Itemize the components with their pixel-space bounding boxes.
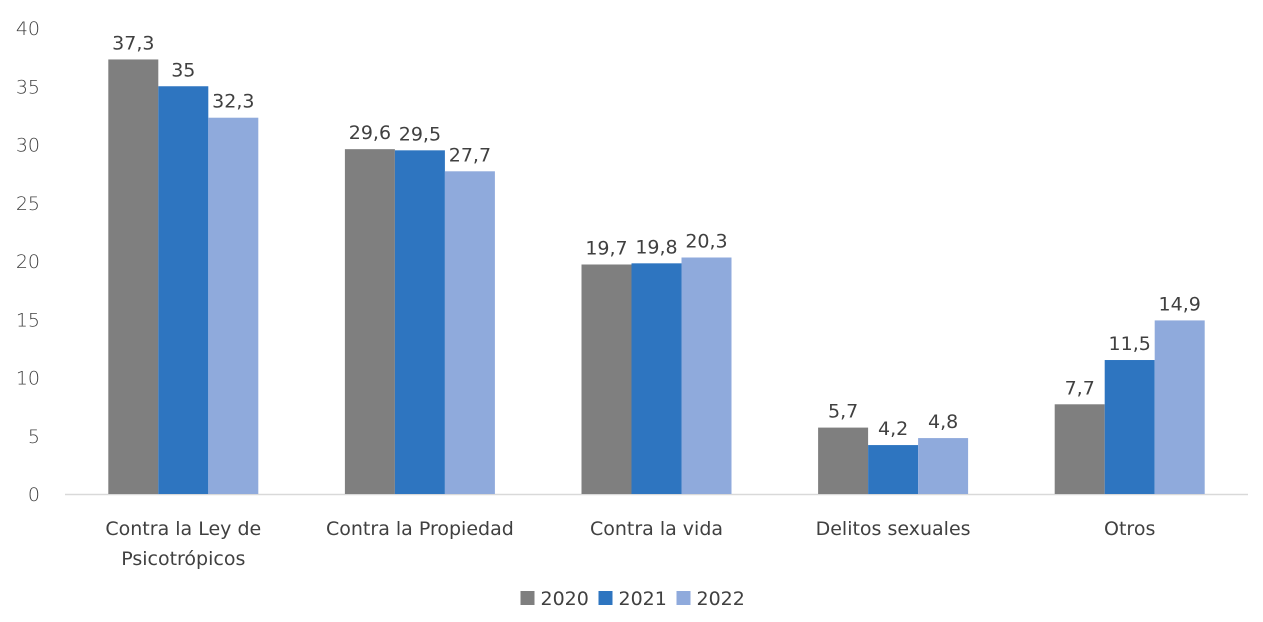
bar-2022-4 xyxy=(1154,320,1205,494)
data-label: 32,3 xyxy=(212,91,254,113)
y-tick-label: 25 xyxy=(16,193,40,215)
data-label: 14,9 xyxy=(1159,293,1201,315)
bar-2021-0 xyxy=(158,86,209,494)
legend-label: 2020 xyxy=(541,588,589,610)
bar-2020-2 xyxy=(581,264,632,494)
bar-2021-1 xyxy=(394,150,445,494)
y-axis: 0 5 10 15 20 25 30 35 40 xyxy=(16,18,40,506)
category-label: Psicotrópicos xyxy=(121,548,245,570)
legend-label: 2021 xyxy=(619,588,667,610)
data-label: 4,2 xyxy=(878,418,908,440)
category-label: Delitos sexuales xyxy=(816,518,971,540)
data-label: 5,7 xyxy=(828,401,858,423)
bar-2021-3 xyxy=(868,445,919,494)
category-label: Contra la Ley de xyxy=(105,518,261,540)
category-label: Otros xyxy=(1104,518,1155,540)
data-label: 29,5 xyxy=(399,123,441,145)
data-labels-group: 37,3 35 32,3 29,6 29,5 27,7 19,7 19,8 20,3 5,7 4,2… xyxy=(112,32,1201,440)
category-label: Contra la vida xyxy=(590,518,723,540)
data-label: 35 xyxy=(171,59,195,81)
legend-swatch-2021 xyxy=(598,591,613,605)
data-label: 11,5 xyxy=(1109,333,1151,355)
bar-2020-0 xyxy=(108,59,159,494)
bar-2022-0 xyxy=(208,117,259,494)
legend: 2020 2021 2022 xyxy=(520,588,745,610)
y-tick-label: 40 xyxy=(16,18,40,40)
y-tick-label: 0 xyxy=(28,484,40,506)
y-tick-label: 10 xyxy=(16,368,40,390)
y-tick-label: 20 xyxy=(16,251,40,273)
bar-2022-3 xyxy=(918,438,969,494)
y-tick-label: 35 xyxy=(16,76,40,98)
legend-swatch-2020 xyxy=(520,591,535,605)
data-label: 20,3 xyxy=(685,231,727,253)
bar-2021-2 xyxy=(631,263,682,494)
y-tick-label: 30 xyxy=(16,135,40,157)
data-label: 4,8 xyxy=(928,411,958,433)
data-label: 29,6 xyxy=(349,122,391,144)
bar-2020-4 xyxy=(1054,404,1105,494)
bars-group xyxy=(108,59,1205,495)
category-labels-group: Contra la Ley de Psicotrópicos Contra la P… xyxy=(105,518,1155,570)
bar-2021-4 xyxy=(1104,360,1155,494)
legend-label: 2022 xyxy=(697,588,745,610)
category-label: Contra la Propiedad xyxy=(326,518,514,540)
legend-swatch-2022 xyxy=(676,591,691,605)
bar-2022-1 xyxy=(444,171,495,495)
data-label: 27,7 xyxy=(449,144,491,166)
bar-2020-1 xyxy=(344,149,395,494)
data-label: 37,3 xyxy=(112,32,154,54)
bar-2022-2 xyxy=(681,257,732,494)
bar-2020-3 xyxy=(818,427,869,494)
data-label: 19,7 xyxy=(585,237,627,259)
data-label: 7,7 xyxy=(1065,377,1095,399)
data-label: 19,8 xyxy=(635,236,677,258)
y-tick-label: 5 xyxy=(28,426,40,448)
y-tick-label: 15 xyxy=(16,309,40,331)
